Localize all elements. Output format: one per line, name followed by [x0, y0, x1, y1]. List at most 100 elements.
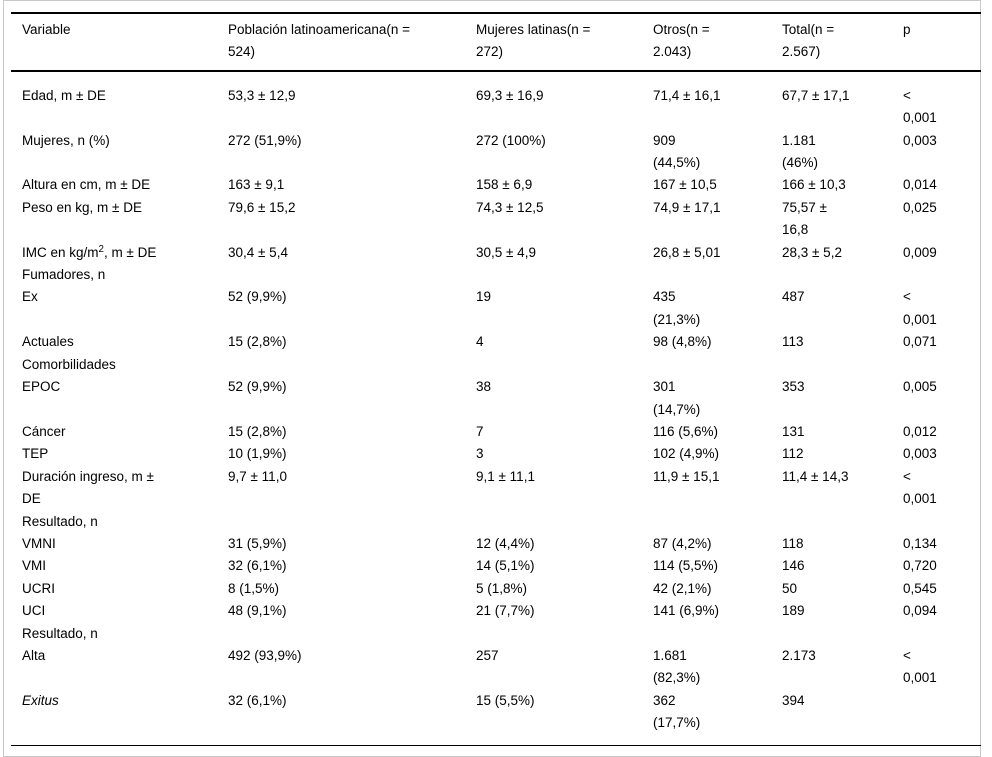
table-row: Cáncer 15 (2,8%) 7 116 (5,6%) 131 0,012: [11, 421, 981, 443]
cell-variable: VMI: [22, 558, 47, 574]
cell-poblacion: 32 (6,1%): [228, 558, 287, 574]
cell-otros: 11,9 ± 15,1: [653, 468, 720, 484]
cell-variable: Resultado, n: [22, 625, 98, 641]
cell-p: [892, 511, 981, 533]
cell-poblacion: 10 (1,9%): [228, 446, 287, 462]
cell-mujeres: 74,3 ± 12,5: [476, 199, 544, 215]
cell-otros: 26,8 ± 5,01: [653, 244, 721, 260]
table-row: Mujeres, n (%) 272 (51,9%) 272 (100%) 909 (…: [11, 130, 981, 175]
cell-variable: Actuales: [22, 334, 74, 350]
cell-mujeres: 158 ± 6,9: [476, 177, 533, 193]
cell-variable: Resultado, n: [22, 513, 98, 529]
cell-poblacion: [217, 511, 465, 533]
cell-p: 0,003: [903, 132, 937, 148]
table-row: Fumadores, n: [11, 264, 981, 286]
table-row: Comorbilidades: [11, 354, 981, 376]
cell-variable: Peso en kg, m ± DE: [22, 199, 142, 215]
cell-total: 11,4 ± 14,3: [782, 468, 849, 484]
cell-total: 2.173: [782, 647, 816, 663]
cell-otros: 301 (14,7%): [653, 379, 701, 417]
cell-poblacion: 15 (2,8%): [228, 334, 287, 350]
cell-p: 0,545: [903, 580, 937, 596]
cell-total: [771, 354, 892, 376]
header-row: Variable Población latinoamericana(n = 52…: [11, 13, 981, 72]
cell-otros: 42 (2,1%): [653, 580, 712, 596]
cell-otros: 362 (17,7%): [653, 692, 701, 731]
cell-p: 0,720: [903, 558, 937, 574]
cell-total: 394: [782, 692, 805, 708]
table-row: Altura en cm, m ± DE 163 ± 9,1 158 ± 6,9 16…: [11, 174, 981, 196]
cell-otros: 167 ± 10,5: [653, 177, 717, 193]
cell-poblacion: 52 (9,9%): [228, 379, 287, 395]
cell-mujeres: 7: [476, 423, 484, 439]
cell-mujeres: 38: [476, 379, 492, 395]
cell-poblacion: 8 (1,5%): [228, 580, 280, 596]
cell-mujeres: 69,3 ± 16,9: [476, 87, 544, 103]
cell-p: 0,134: [903, 535, 937, 551]
cell-poblacion: [217, 623, 465, 645]
table-row: VMI 32 (6,1%) 14 (5,1%) 114 (5,5%) 146 0,720: [11, 555, 981, 577]
cell-p: < 0,001: [903, 87, 937, 126]
cell-mujeres: 272 (100%): [476, 132, 546, 148]
cell-mujeres: 19: [476, 289, 492, 305]
table-row: Resultado, n: [11, 623, 981, 645]
cell-otros: 435 (21,3%): [653, 289, 701, 327]
table-row: Actuales 15 (2,8%) 4 98 (4,8%) 113 0,071: [11, 331, 981, 353]
cell-variable: Edad, m ± DE: [22, 87, 106, 103]
cell-poblacion: 53,3 ± 12,9: [228, 87, 296, 103]
cell-mujeres: [465, 623, 642, 645]
cell-otros: 1.681 (82,3%): [653, 647, 701, 686]
cell-otros: 116 (5,6%): [653, 423, 719, 439]
cell-otros: [642, 511, 771, 533]
cell-p: [892, 690, 981, 745]
cell-poblacion: 163 ± 9,1: [228, 177, 285, 193]
cell-poblacion: [217, 264, 465, 286]
table-row: EPOC 52 (9,9%) 38 301 (14,7%) 353 0,005: [11, 376, 981, 421]
cell-total: 353: [782, 379, 805, 395]
cell-poblacion: 48 (9,1%): [228, 603, 287, 619]
cell-mujeres: 4: [476, 334, 484, 350]
cell-variable: Exitus: [22, 692, 59, 708]
cell-poblacion: 9,7 ± 11,0: [228, 468, 287, 484]
cell-p: 0,012: [903, 423, 937, 439]
cell-total: 118: [782, 535, 804, 551]
cell-total: 28,3 ± 5,2: [782, 244, 842, 260]
cell-mujeres: 14 (5,1%): [476, 558, 535, 574]
cell-variable: IMC en kg/m2, m ± DE: [22, 244, 157, 260]
cell-variable: VMNI: [22, 535, 56, 551]
cell-total: 166 ± 10,3: [782, 177, 846, 193]
cell-poblacion: 79,6 ± 15,2: [228, 199, 296, 215]
cell-poblacion: 15 (2,8%): [228, 423, 287, 439]
cell-mujeres: 21 (7,7%): [476, 603, 535, 619]
cell-p: 0,025: [903, 199, 937, 215]
cell-mujeres: 257: [476, 647, 499, 663]
cell-mujeres: 30,5 ± 4,9: [476, 244, 536, 260]
cell-mujeres: 5 (1,8%): [476, 580, 528, 596]
table-row: Exitus 32 (6,1%) 15 (5,5%) 362 (17,7%) 394: [11, 690, 981, 745]
cell-variable: Ex: [22, 289, 38, 305]
cell-total: 487: [782, 289, 805, 305]
cell-otros: 909 (44,5%): [653, 132, 701, 171]
cell-p: 0,071: [903, 334, 937, 350]
cell-p: < 0,001: [903, 289, 937, 327]
cell-p: 0,014: [903, 177, 937, 193]
cell-variable: Fumadores, n: [22, 267, 106, 283]
cell-otros: [642, 354, 771, 376]
table-header: Variable Población latinoamericana(n = 52…: [11, 13, 981, 72]
cell-p: [892, 354, 981, 376]
cell-p: < 0,001: [903, 468, 937, 507]
table-row: Resultado, n: [11, 511, 981, 533]
cell-variable: Cáncer: [22, 423, 66, 439]
cell-otros: 71,4 ± 16,1: [653, 87, 721, 103]
column-header-otros: Otros(n = 2.043): [642, 13, 771, 72]
cell-poblacion: [217, 354, 465, 376]
cell-total: 75,57 ± 16,8: [782, 199, 827, 238]
cell-variable: UCI: [22, 603, 46, 619]
column-header-p: p: [892, 13, 981, 72]
cell-poblacion: 492 (93,9%): [228, 647, 302, 663]
table-row: Peso en kg, m ± DE 79,6 ± 15,2 74,3 ± 12,5…: [11, 197, 981, 242]
cell-poblacion: 32 (6,1%): [228, 692, 287, 708]
column-header-variable: Variable: [11, 13, 217, 72]
cell-p: 0,003: [903, 446, 937, 462]
cell-total: 189: [782, 603, 805, 619]
